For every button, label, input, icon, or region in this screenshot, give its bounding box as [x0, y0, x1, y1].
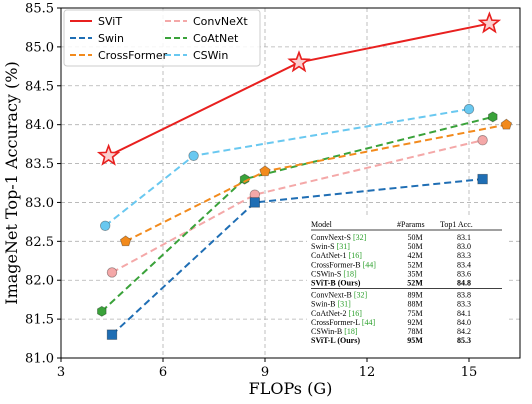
series-crossformer — [119, 118, 513, 247]
plot-frame — [60, 7, 521, 359]
series-swin — [106, 173, 488, 340]
marker-swin — [106, 329, 118, 340]
table-cell-params: 35M — [407, 269, 422, 278]
marker-swin — [249, 197, 261, 208]
series-line-swin — [111, 178, 483, 336]
legend-label-svit: SViT — [98, 15, 122, 28]
legend-label-crossformer: CrossFormer — [98, 49, 168, 62]
marker-svit — [96, 143, 121, 166]
legend-label-swin: Swin — [98, 32, 124, 45]
y-tick-label: 83.0 — [25, 196, 54, 211]
table-cell-model: CoAtNet-2 [16] — [311, 309, 362, 318]
table-header-2: Top1 Acc. — [440, 220, 473, 229]
table-cell-acc: 83.3 — [457, 251, 471, 260]
table-cell-acc: 83.3 — [457, 300, 471, 309]
table-cell-params: 89M — [407, 291, 422, 300]
table-cell-model: Swin-B [31] — [311, 300, 351, 309]
table-background — [307, 217, 506, 355]
table-cell-acc: 83.0 — [457, 242, 471, 251]
marker-coatnet — [97, 305, 107, 317]
series-layer — [96, 11, 513, 340]
y-tick-label: 81.5 — [25, 313, 54, 328]
y-tick-label: 84.5 — [25, 79, 54, 94]
series-coatnet — [97, 111, 498, 317]
legend-label-convnext: ConvNeXt — [193, 15, 248, 28]
table-cell-model: CrossFormer-B [44] — [311, 260, 376, 269]
series-line-coatnet — [101, 115, 494, 313]
table-cell-acc: 85.3 — [457, 336, 471, 345]
table-cell-model: Swin-S [31] — [311, 242, 350, 251]
marker-convnext — [106, 267, 118, 278]
table-cell-acc: 84.2 — [457, 327, 471, 336]
marker-convnext — [477, 135, 488, 146]
series-cswin — [99, 103, 475, 231]
table-cell-params: 78M — [407, 327, 422, 336]
table-cell-acc: 84.0 — [457, 318, 471, 327]
x-tick-label: 6 — [159, 365, 167, 380]
x-tick-label: 15 — [461, 365, 478, 380]
marker-crossformer — [119, 235, 132, 247]
y-tick-label: 82.0 — [25, 274, 54, 289]
series-convnext — [106, 135, 488, 278]
y-tick-label: 85.0 — [25, 40, 54, 55]
table-cell-params: 52M — [407, 260, 422, 269]
table-cell-acc: 84.1 — [457, 309, 471, 318]
y-tick-label: 83.5 — [25, 157, 54, 172]
table-cell-model: CoAtNet-1 [16] — [311, 251, 362, 260]
table-header-0: Model — [311, 220, 333, 229]
marker-coatnet — [488, 111, 498, 123]
marker-cswin — [188, 150, 199, 161]
marker-svit — [477, 11, 502, 34]
x-tick-label: 12 — [359, 365, 376, 380]
table-cell-model: CrossFormer-L [44] — [311, 318, 376, 327]
results-table: Model #Params Top1 Acc. ConvNext-S [32] 50M 8… — [307, 217, 506, 355]
table-cell-params: 50M — [407, 233, 422, 242]
y-tick-label: 82.5 — [25, 235, 54, 250]
x-tick-label: 9 — [261, 365, 269, 380]
table-cell-acc: 83.8 — [457, 291, 471, 300]
legend-box — [63, 9, 261, 67]
legend-label-cswin: CSWin — [193, 49, 228, 62]
table-cell-acc: 84.8 — [457, 279, 471, 288]
table-cell-model: SViT-B (Ours) — [311, 279, 361, 288]
table-cell-params: 95M — [407, 336, 423, 345]
table-cell-params: 75M — [407, 309, 422, 318]
series-svit — [96, 11, 502, 166]
y-axis-label: ImageNet Top-1 Accuracy (%) — [2, 61, 21, 304]
axis-ticks: 3 6 9 12 15 81.0 81.5 82.0 82.5 83.0 83.5 84.0 84.5 8… — [25, 2, 477, 381]
table-cell-params: 92M — [407, 318, 422, 327]
y-tick-label: 85.5 — [25, 2, 54, 17]
table-cell-model: ConvNext-S [32] — [311, 233, 367, 242]
table-cell-params: 52M — [407, 279, 423, 288]
marker-crossformer — [500, 118, 513, 130]
marker-svit — [287, 50, 311, 73]
y-tick-label: 81.0 — [25, 352, 54, 367]
table-cell-model: CSWin-S [18] — [311, 269, 357, 278]
marker-cswin — [99, 220, 111, 231]
table-cell-params: 42M — [407, 251, 422, 260]
table-cell-params: 88M — [407, 300, 422, 309]
legend: SViT ConvNeXt Swin CoAtNet CrossFormer CSWin — [63, 9, 261, 67]
table-cell-acc: 83.6 — [457, 269, 471, 278]
table-cell-model: CSWin-B [18] — [311, 327, 358, 336]
table-header-1: #Params — [397, 220, 425, 229]
marker-crossformer — [259, 165, 271, 177]
table-cell-model: ConvNext-B [32] — [311, 291, 368, 300]
y-tick-label: 84.0 — [25, 118, 54, 133]
x-tick-label: 3 — [57, 365, 65, 380]
marker-swin — [477, 173, 488, 185]
legend-label-coatnet: CoAtNet — [193, 32, 239, 45]
marker-cswin — [463, 103, 475, 115]
x-axis-label: FLOPs (G) — [249, 379, 333, 398]
table-cell-params: 50M — [407, 242, 422, 251]
marker-coatnet — [239, 173, 250, 185]
table-cell-acc: 83.4 — [457, 260, 471, 269]
table-cell-acc: 83.1 — [457, 233, 471, 242]
table-cell-model: SViT-L (Ours) — [311, 336, 360, 345]
